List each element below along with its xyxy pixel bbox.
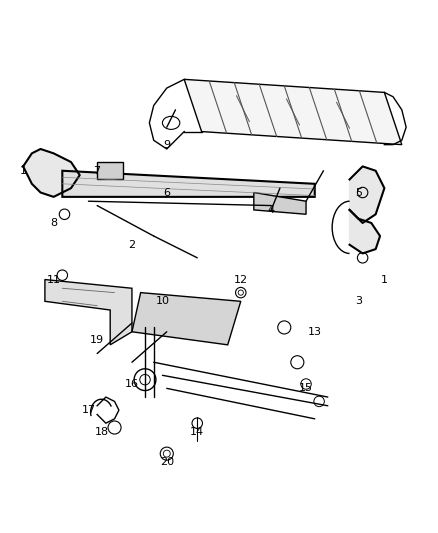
Text: 3: 3	[355, 296, 362, 306]
Text: 12: 12	[234, 274, 248, 285]
Text: 5: 5	[355, 188, 362, 198]
Text: 17: 17	[81, 405, 95, 415]
Text: 15: 15	[299, 383, 313, 393]
Polygon shape	[350, 210, 380, 254]
Text: 2: 2	[128, 240, 135, 250]
Polygon shape	[132, 293, 241, 345]
Text: 13: 13	[308, 327, 322, 337]
Text: 10: 10	[155, 296, 170, 306]
Text: 1: 1	[20, 166, 27, 176]
Polygon shape	[23, 149, 80, 197]
Text: 18: 18	[95, 427, 109, 437]
Text: 7: 7	[94, 166, 101, 176]
Text: 20: 20	[160, 457, 174, 467]
Polygon shape	[350, 166, 385, 223]
Text: 1: 1	[381, 274, 388, 285]
Text: 8: 8	[50, 218, 57, 228]
Text: 9: 9	[163, 140, 170, 150]
Polygon shape	[184, 79, 402, 144]
Text: 6: 6	[163, 188, 170, 198]
Text: 4: 4	[268, 205, 275, 215]
Text: 16: 16	[125, 379, 139, 389]
Polygon shape	[62, 171, 315, 197]
Text: 14: 14	[190, 427, 204, 437]
Polygon shape	[254, 192, 306, 214]
Text: 19: 19	[90, 335, 104, 345]
Polygon shape	[45, 279, 132, 345]
Polygon shape	[97, 162, 123, 180]
Text: 11: 11	[46, 274, 60, 285]
